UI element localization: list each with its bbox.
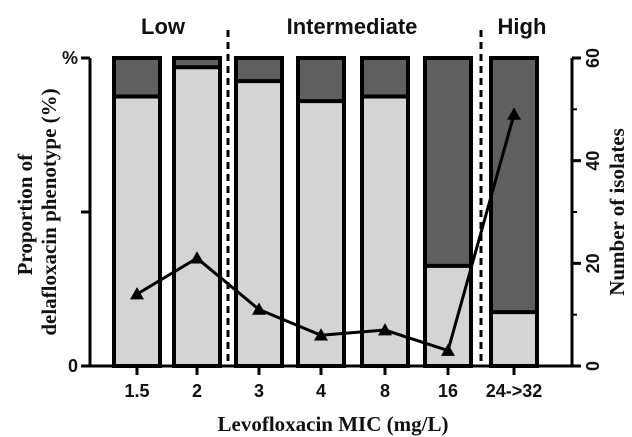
isolates-point-3	[252, 302, 266, 315]
group-label-intermediate: Intermediate	[287, 14, 418, 39]
y-axis-left-label-line-1: Proportion of	[13, 153, 37, 276]
group-label-high: High	[498, 14, 547, 39]
y-left-tick-label-100: %	[62, 48, 78, 68]
bar-light-4	[298, 101, 344, 367]
bar-dark-3	[236, 58, 282, 82]
bar-light-3	[236, 81, 282, 366]
bar-dark-16	[425, 58, 471, 266]
y-right-tick-label-60: 60	[583, 48, 603, 68]
x-tick-label-1.5: 1.5	[124, 381, 149, 401]
y-right-tick-label-0: 0	[583, 361, 603, 371]
bar-light-8	[362, 96, 408, 366]
y-right-tick-label-40: 40	[583, 151, 603, 171]
y-axis-left-label-line-2: delafloxacin phenotype (%)	[37, 88, 61, 335]
bar-dark-8	[362, 58, 408, 97]
axes: 0% 0 20 40 60	[62, 48, 603, 376]
bar-dark-24->32	[491, 58, 537, 313]
y-left-tick-label-0: 0	[68, 356, 78, 376]
isolates-point-1.5	[130, 287, 144, 300]
isolates-point-2	[190, 251, 204, 264]
bar-dark-2	[174, 58, 220, 68]
x-tick-label-3: 3	[254, 381, 264, 401]
bar-dark-1.5	[114, 58, 160, 97]
bar-dark-4	[298, 58, 344, 102]
x-tick-label-16: 16	[438, 381, 458, 401]
group-dividers: Low Intermediate High	[141, 14, 546, 366]
isolates-line-layer	[130, 107, 521, 356]
x-tick-label-24->32: 24->32	[486, 381, 543, 401]
isolates-point-24->32	[507, 107, 521, 120]
isolates-point-8	[378, 323, 392, 336]
x-axis-label: Levofloxacin MIC (mg/L)	[218, 412, 449, 436]
isolates-point-16	[441, 343, 455, 356]
bar-light-24->32	[491, 312, 537, 366]
bar-light-2	[174, 67, 220, 367]
y-axis-right-label: Number of isolates	[605, 128, 629, 296]
bar-light-1.5	[114, 96, 160, 366]
x-tick-label-2: 2	[192, 381, 202, 401]
x-tick-label-8: 8	[380, 381, 390, 401]
group-label-low: Low	[141, 14, 186, 39]
bars-layer: 1.5 2 3 4 8 16 24->32	[112, 56, 543, 401]
y-right-tick-label-20: 20	[583, 253, 603, 273]
y-axis-left-label: Proportion of delafloxacin phenotype (%)	[13, 88, 61, 335]
x-tick-label-4: 4	[316, 381, 326, 401]
isolates-point-4	[314, 328, 328, 341]
